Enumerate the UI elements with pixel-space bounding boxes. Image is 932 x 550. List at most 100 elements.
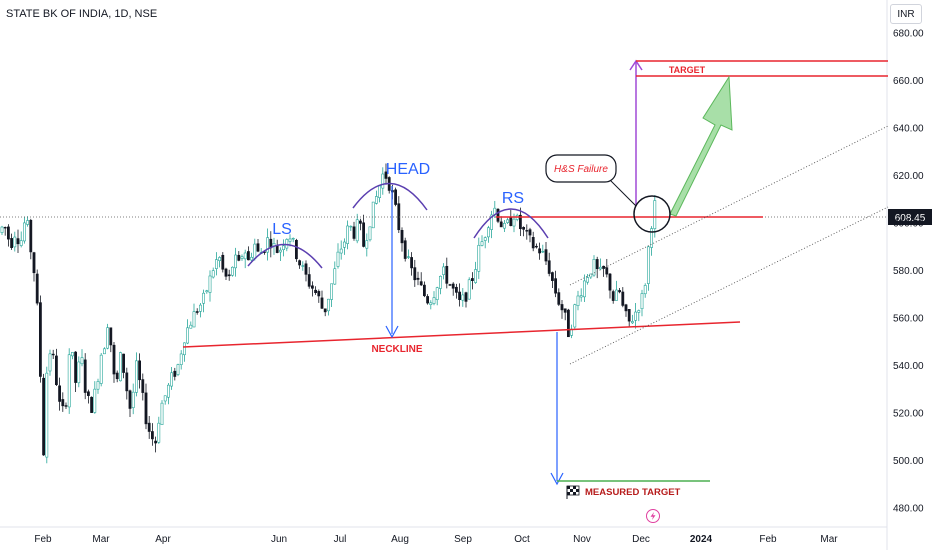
candle-body (115, 372, 119, 380)
time-axis[interactable]: Feb Mar Apr Jun Jul Aug Sep Oct Nov Dec 2024 Feb Mar (34, 534, 838, 545)
candle-body (448, 284, 452, 286)
candle (64, 402, 68, 409)
currency-button[interactable]: INR (890, 4, 922, 24)
candle-body (518, 214, 522, 230)
candle (215, 252, 218, 276)
channel-upper-line[interactable] (569, 125, 889, 286)
candle (403, 237, 407, 262)
candle (109, 327, 113, 353)
candle-body (87, 391, 90, 396)
candle-body (278, 249, 282, 253)
candle (42, 373, 46, 456)
candle (234, 247, 238, 277)
candle (634, 302, 638, 329)
candle-body (624, 304, 628, 312)
channel-lower-line[interactable] (569, 206, 889, 365)
checkered-flag-icon (566, 485, 580, 499)
measured-move-arrowhead (550, 472, 564, 486)
candle-body (566, 309, 570, 338)
candle (291, 237, 295, 243)
candle (506, 217, 510, 224)
candle (195, 308, 199, 315)
lightning-event-icon[interactable] (646, 509, 660, 523)
candle (541, 244, 545, 253)
candle-body (176, 364, 180, 375)
candle-body (301, 265, 305, 267)
candle (614, 280, 618, 301)
candle-body (614, 289, 618, 301)
candle (314, 286, 318, 295)
candle-body (349, 225, 353, 228)
candle-body (595, 259, 599, 270)
candle-body (275, 245, 279, 253)
candle-body (307, 274, 311, 287)
candle (534, 243, 538, 249)
candle-body (3, 226, 7, 229)
candle-body (54, 355, 58, 386)
candle (32, 251, 36, 282)
price-axis[interactable]: 480.00 500.00 520.00 540.00 560.00 580.00 600.… (893, 29, 924, 515)
candle-body (71, 352, 74, 357)
candle (483, 236, 487, 249)
candle-body (144, 392, 148, 425)
candle (19, 231, 23, 248)
candle (224, 267, 228, 281)
breakout-circle[interactable] (633, 195, 671, 233)
candle-body (326, 298, 330, 312)
candle (218, 256, 222, 268)
neckline-label: NECKLINE (371, 344, 422, 355)
candle (93, 381, 97, 414)
candle-body (51, 353, 55, 356)
candle (275, 239, 279, 254)
candle-body (151, 431, 154, 440)
candle-body (355, 219, 359, 242)
candle-body (522, 227, 526, 230)
candle (192, 303, 196, 328)
candle (71, 352, 74, 360)
candle-body (474, 269, 478, 283)
candle (112, 341, 116, 383)
candle-body (346, 225, 350, 244)
x-tick-label: Mar (820, 534, 838, 545)
y-tick-label: 540.00 (893, 361, 924, 372)
candle-body (38, 302, 42, 377)
candle (54, 348, 58, 386)
candle-body (371, 201, 375, 229)
candle-body (358, 220, 362, 224)
left-shoulder-arc[interactable] (247, 243, 323, 269)
candle (45, 366, 49, 464)
candle-body (205, 290, 209, 293)
candle-body (400, 229, 404, 244)
candle (323, 308, 327, 317)
candle (406, 249, 410, 259)
candle (522, 226, 526, 237)
neckline-trendline[interactable] (182, 321, 741, 348)
head-arc[interactable] (352, 182, 428, 211)
candle (122, 353, 126, 379)
candle-body (458, 291, 462, 300)
bullish-projection-arrow[interactable] (669, 75, 733, 217)
x-tick-label: Mar (92, 534, 110, 545)
candle (557, 288, 561, 307)
candle (144, 383, 148, 430)
candle-body (90, 396, 94, 413)
candle (167, 382, 170, 405)
right-shoulder-arc[interactable] (473, 208, 549, 239)
candle (576, 290, 580, 311)
candle-body (240, 256, 244, 259)
candle (61, 392, 65, 412)
candle-body (256, 243, 260, 252)
candle-body (394, 189, 398, 205)
candle (589, 273, 593, 280)
candle-body (192, 311, 196, 328)
y-tick-label: 600.00 (893, 219, 924, 230)
candle (106, 323, 110, 350)
hs-failure-callout[interactable] (545, 154, 617, 183)
candle (362, 214, 366, 248)
candle-body (16, 238, 20, 245)
candle-body (13, 236, 17, 248)
candle-body (119, 352, 122, 382)
candle (3, 226, 7, 236)
candle-body (221, 254, 225, 270)
